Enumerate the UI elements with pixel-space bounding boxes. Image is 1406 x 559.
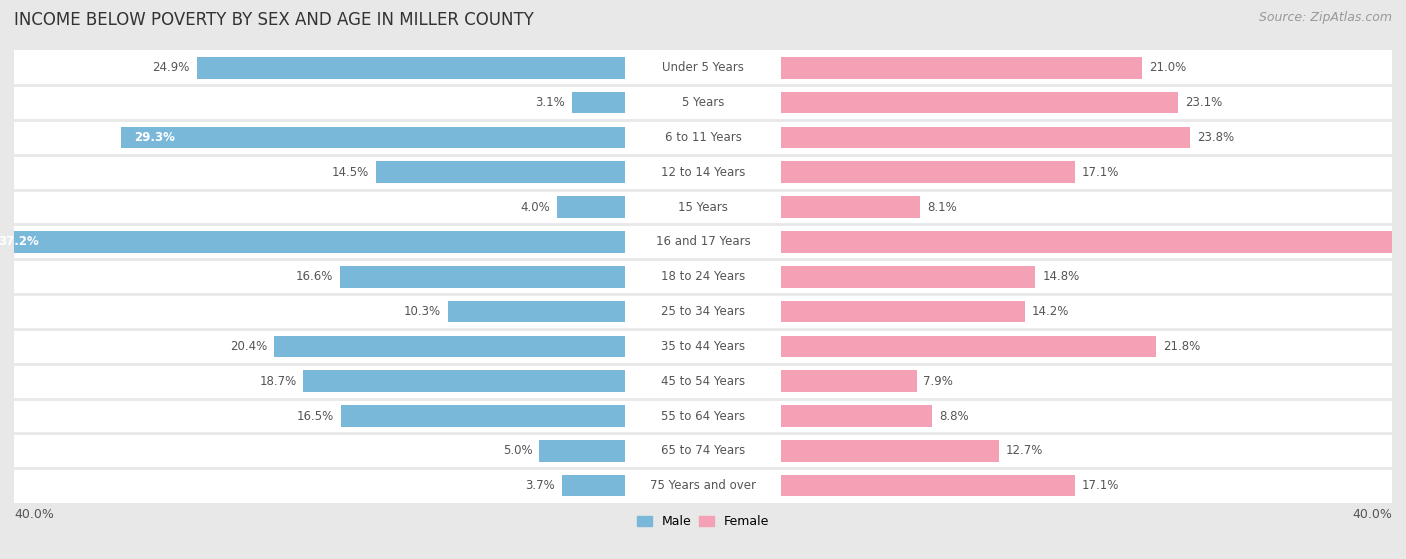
Bar <box>557 196 626 218</box>
FancyBboxPatch shape <box>14 294 1392 329</box>
Text: 21.8%: 21.8% <box>1163 340 1201 353</box>
Bar <box>780 301 1025 323</box>
Text: Under 5 Years: Under 5 Years <box>662 61 744 74</box>
FancyBboxPatch shape <box>14 50 1392 85</box>
Text: 24.9%: 24.9% <box>152 61 190 74</box>
Text: 5.0%: 5.0% <box>503 444 533 457</box>
Bar <box>449 301 626 323</box>
Text: 10.3%: 10.3% <box>404 305 441 318</box>
Text: 25 to 34 Years: 25 to 34 Years <box>661 305 745 318</box>
Bar <box>572 92 626 113</box>
Bar <box>780 440 1000 462</box>
Text: 45 to 54 Years: 45 to 54 Years <box>661 375 745 388</box>
Bar <box>197 57 626 78</box>
Text: 35 to 44 Years: 35 to 44 Years <box>661 340 745 353</box>
Bar <box>780 126 1191 148</box>
FancyBboxPatch shape <box>14 155 1392 190</box>
Text: 5 Years: 5 Years <box>682 96 724 109</box>
Bar <box>780 266 1035 287</box>
Text: 17.1%: 17.1% <box>1083 479 1119 492</box>
Text: 12.7%: 12.7% <box>1007 444 1043 457</box>
Bar <box>780 231 1406 253</box>
FancyBboxPatch shape <box>14 225 1392 259</box>
Bar <box>780 475 1076 496</box>
Text: 40.0%: 40.0% <box>1353 508 1392 522</box>
Text: 65 to 74 Years: 65 to 74 Years <box>661 444 745 457</box>
Text: 18 to 24 Years: 18 to 24 Years <box>661 270 745 283</box>
FancyBboxPatch shape <box>14 468 1392 503</box>
Text: Source: ZipAtlas.com: Source: ZipAtlas.com <box>1258 11 1392 24</box>
Bar <box>780 196 920 218</box>
Text: 14.5%: 14.5% <box>332 165 368 179</box>
Text: 14.8%: 14.8% <box>1042 270 1080 283</box>
Text: 29.3%: 29.3% <box>135 131 176 144</box>
FancyBboxPatch shape <box>14 120 1392 155</box>
Text: 4.0%: 4.0% <box>520 201 550 214</box>
Bar <box>780 405 932 427</box>
Text: 15 Years: 15 Years <box>678 201 728 214</box>
Bar <box>780 371 917 392</box>
FancyBboxPatch shape <box>14 85 1392 120</box>
Text: 14.2%: 14.2% <box>1032 305 1070 318</box>
FancyBboxPatch shape <box>14 259 1392 294</box>
Text: 18.7%: 18.7% <box>259 375 297 388</box>
Text: 7.9%: 7.9% <box>924 375 953 388</box>
FancyBboxPatch shape <box>14 399 1392 433</box>
FancyBboxPatch shape <box>14 433 1392 468</box>
Bar <box>342 405 626 427</box>
Bar <box>540 440 626 462</box>
FancyBboxPatch shape <box>14 364 1392 399</box>
Text: 23.8%: 23.8% <box>1198 131 1234 144</box>
Bar <box>304 371 626 392</box>
Bar <box>780 162 1076 183</box>
Bar <box>780 335 1156 357</box>
Text: 3.1%: 3.1% <box>536 96 565 109</box>
Text: 55 to 64 Years: 55 to 64 Years <box>661 410 745 423</box>
Text: 16.6%: 16.6% <box>295 270 333 283</box>
Bar <box>274 335 626 357</box>
Text: 40.0%: 40.0% <box>14 508 53 522</box>
Text: 12 to 14 Years: 12 to 14 Years <box>661 165 745 179</box>
Bar <box>121 126 626 148</box>
Text: 21.0%: 21.0% <box>1149 61 1187 74</box>
Text: 3.7%: 3.7% <box>524 479 555 492</box>
Text: INCOME BELOW POVERTY BY SEX AND AGE IN MILLER COUNTY: INCOME BELOW POVERTY BY SEX AND AGE IN M… <box>14 11 534 29</box>
Text: 37.2%: 37.2% <box>0 235 39 248</box>
Bar <box>562 475 626 496</box>
Bar <box>340 266 626 287</box>
Text: 16 and 17 Years: 16 and 17 Years <box>655 235 751 248</box>
Text: 6 to 11 Years: 6 to 11 Years <box>665 131 741 144</box>
Text: 23.1%: 23.1% <box>1185 96 1222 109</box>
Text: 75 Years and over: 75 Years and over <box>650 479 756 492</box>
FancyBboxPatch shape <box>14 329 1392 364</box>
Bar <box>0 231 626 253</box>
Bar <box>375 162 626 183</box>
FancyBboxPatch shape <box>14 190 1392 225</box>
Text: 17.1%: 17.1% <box>1083 165 1119 179</box>
Bar <box>780 57 1142 78</box>
Text: 8.1%: 8.1% <box>927 201 956 214</box>
Bar <box>780 92 1178 113</box>
Text: 16.5%: 16.5% <box>297 410 335 423</box>
Text: 8.8%: 8.8% <box>939 410 969 423</box>
Legend: Male, Female: Male, Female <box>631 510 775 533</box>
Text: 20.4%: 20.4% <box>231 340 267 353</box>
